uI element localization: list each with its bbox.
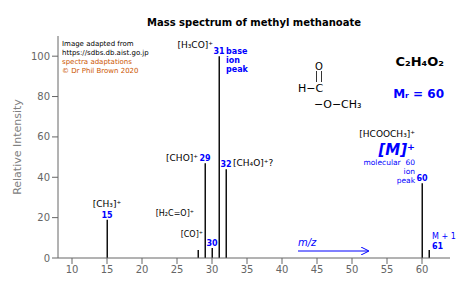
svg-text:45: 45: [311, 264, 324, 275]
svg-text:55: 55: [381, 264, 394, 275]
svg-text:−O−CH₃: −O−CH₃: [314, 98, 361, 111]
svg-text:15: 15: [101, 211, 113, 220]
svg-text:[CH₄O]⁺?: [CH₄O]⁺?: [233, 158, 274, 168]
svg-text:40: 40: [37, 172, 50, 183]
svg-text:30: 30: [206, 264, 219, 275]
svg-text:50: 50: [346, 264, 359, 275]
svg-text:60: 60: [37, 131, 50, 142]
svg-text:20: 20: [37, 212, 50, 223]
svg-text:15: 15: [101, 264, 114, 275]
svg-text:spectra adaptations: spectra adaptations: [62, 58, 132, 66]
svg-text:[CH₃]⁺: [CH₃]⁺: [93, 199, 122, 209]
svg-text:M + 1: M + 1: [432, 232, 456, 241]
svg-text:61: 61: [432, 242, 444, 251]
svg-text:[CO]⁺: [CO]⁺: [181, 230, 203, 239]
svg-text:Relative Intensity: Relative Intensity: [11, 99, 24, 195]
svg-text:molecular 60ionpeak: molecular 60ionpeak: [363, 158, 415, 185]
svg-text:31: 31: [213, 47, 225, 56]
svg-text:[M]⁺: [M]⁺: [377, 141, 415, 159]
svg-text:100: 100: [31, 51, 50, 62]
svg-text:Image adapted from: Image adapted from: [62, 40, 134, 48]
svg-text:0: 0: [44, 253, 50, 264]
svg-text:Mᵣ = 60: Mᵣ = 60: [393, 87, 444, 101]
svg-text:40: 40: [276, 264, 289, 275]
svg-text:25: 25: [171, 264, 184, 275]
svg-text:10: 10: [66, 264, 79, 275]
svg-text:30: 30: [206, 239, 218, 248]
svg-text:© Dr Phil Brown 2020: © Dr Phil Brown 2020: [62, 67, 139, 75]
svg-text:[H₂C=O]⁺: [H₂C=O]⁺: [156, 209, 194, 218]
svg-text:29: 29: [199, 154, 211, 163]
svg-text:H−C: H−C: [298, 82, 323, 95]
svg-text:60: 60: [416, 174, 428, 183]
svg-text:32: 32: [220, 160, 231, 169]
svg-text:Mass spectrum of methyl methan: Mass spectrum of methyl methanoate: [147, 17, 361, 28]
svg-text:m/z: m/z: [298, 237, 317, 248]
svg-text:35: 35: [241, 264, 254, 275]
svg-text:[HCOOCH₃]⁺: [HCOOCH₃]⁺: [359, 129, 415, 139]
svg-text:80: 80: [37, 91, 50, 102]
svg-text:20: 20: [136, 264, 149, 275]
svg-text:O: O: [315, 61, 323, 72]
svg-text:C₂H₄O₂: C₂H₄O₂: [395, 54, 444, 69]
svg-text:60: 60: [416, 264, 429, 275]
svg-text:[H₃CO]⁺: [H₃CO]⁺: [177, 40, 213, 50]
svg-text:https://sdbs.db.aist.go.jp: https://sdbs.db.aist.go.jp: [62, 49, 149, 57]
svg-text:[CHO]⁺: [CHO]⁺: [166, 153, 198, 163]
svg-text:baseionpeak: baseionpeak: [226, 47, 249, 74]
